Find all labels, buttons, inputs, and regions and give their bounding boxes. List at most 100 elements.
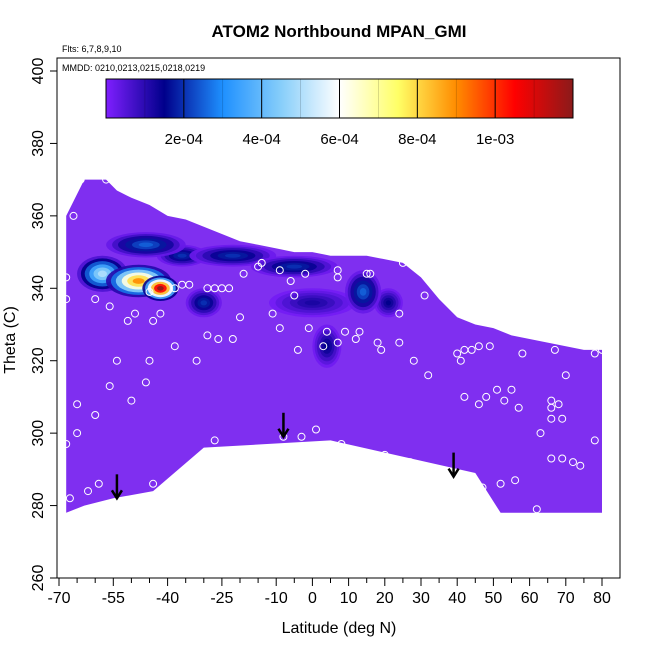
sample-point — [149, 316, 158, 325]
sample-point — [297, 432, 306, 441]
x-tick-label: -40 — [156, 590, 179, 607]
sample-point — [257, 258, 266, 267]
sample-point — [547, 396, 556, 405]
x-tick-label: -70 — [47, 590, 70, 607]
sample-point — [239, 269, 248, 278]
sample-point — [69, 211, 78, 220]
x-tick-label: 60 — [521, 590, 539, 607]
sample-point — [301, 269, 310, 278]
colorbar-tick-label: 6e-04 — [320, 131, 358, 148]
sample-point — [312, 425, 320, 434]
enhancement-cell — [157, 286, 164, 291]
sample-point — [420, 291, 429, 300]
sample-point — [84, 487, 92, 496]
sample-point — [561, 371, 570, 380]
sample-point — [351, 335, 360, 343]
y-tick-label: 280 — [30, 492, 47, 519]
arrow-head — [447, 467, 460, 479]
sample-point — [149, 479, 158, 488]
sample-point — [203, 331, 212, 340]
sample-point — [91, 295, 100, 304]
sample-point — [507, 385, 516, 394]
sample-point — [590, 349, 599, 358]
sample-point — [170, 342, 179, 351]
y-tick-label: 360 — [30, 202, 47, 229]
y-axis-label: Theta (C) — [2, 306, 19, 374]
sample-point — [228, 335, 237, 343]
sample-point — [435, 465, 444, 474]
sample-point — [145, 356, 154, 365]
sample-point — [123, 316, 132, 325]
sample-point — [304, 324, 313, 333]
sample-point — [214, 335, 223, 343]
sample-point — [547, 414, 556, 423]
sample-point — [590, 436, 599, 445]
axes: -70 -55 -40 -25 -10 0 10 20 30 40 50 60 70 80 260 280 30… — [30, 58, 611, 607]
sample-point — [511, 476, 520, 485]
enhancement-cell — [132, 278, 145, 284]
sample-point — [482, 392, 491, 401]
sample-point — [395, 309, 404, 318]
y-tick-label: 320 — [30, 347, 47, 374]
sample-point — [94, 479, 103, 488]
sample-point — [478, 483, 487, 492]
sample-point — [105, 302, 114, 311]
sample-point — [105, 382, 114, 391]
sample-point — [395, 338, 404, 347]
sample-point — [333, 273, 342, 282]
plot-frame — [56, 57, 621, 579]
sample-points — [62, 175, 606, 514]
enhancement-cell — [177, 253, 187, 258]
sample-point — [290, 291, 299, 300]
colorbar-tick-label: 8e-04 — [398, 131, 436, 148]
arrow-head — [110, 489, 123, 501]
x-tick-label: 40 — [448, 590, 466, 607]
sample-point — [398, 258, 407, 267]
sample-point — [558, 414, 567, 423]
enhancement-cell — [286, 264, 303, 269]
enhancement-cell — [200, 300, 208, 306]
x-tick-label: 20 — [376, 590, 394, 607]
sample-point — [185, 280, 194, 289]
sample-point — [127, 396, 136, 405]
sample-point — [409, 356, 418, 365]
x-tick-label: 70 — [557, 590, 575, 607]
enhancement-cell — [138, 242, 154, 248]
sample-point — [268, 309, 277, 318]
sample-point — [362, 269, 371, 278]
y-tick-label: 380 — [30, 130, 47, 157]
sample-point — [275, 266, 284, 275]
sample-point — [62, 295, 71, 304]
concentration-field — [66, 179, 602, 513]
sample-point — [554, 400, 563, 409]
x-tick-label: 50 — [485, 590, 503, 607]
sample-point — [225, 284, 234, 293]
sample-point — [485, 342, 494, 351]
sample-point — [424, 371, 433, 380]
x-axis-label: Latitude (deg N) — [282, 620, 397, 637]
enhancement-cell — [225, 253, 241, 258]
sample-point — [131, 309, 139, 318]
sample-point — [275, 324, 284, 333]
x-tick-label: -25 — [210, 590, 233, 607]
sample-point — [337, 440, 346, 448]
colorbar-tick-label: 4e-04 — [242, 131, 280, 148]
sample-point — [355, 327, 364, 336]
arrow-marker — [110, 474, 123, 501]
x-tick-label: 30 — [412, 590, 430, 607]
enhancement-cell — [97, 270, 107, 278]
sample-point — [141, 378, 150, 387]
sample-point — [73, 400, 82, 409]
sample-point — [210, 436, 219, 445]
sample-point — [536, 429, 545, 438]
y-tick-label: 400 — [30, 58, 47, 85]
x-tick-label: 80 — [593, 590, 611, 607]
arrow-marker — [447, 452, 460, 479]
sample-point — [406, 458, 415, 467]
sample-point — [293, 345, 302, 354]
sample-point — [65, 494, 74, 503]
arrow-head — [277, 428, 290, 440]
sample-point — [355, 450, 364, 459]
sample-point — [380, 450, 389, 459]
x-tick-label: 0 — [308, 590, 317, 607]
